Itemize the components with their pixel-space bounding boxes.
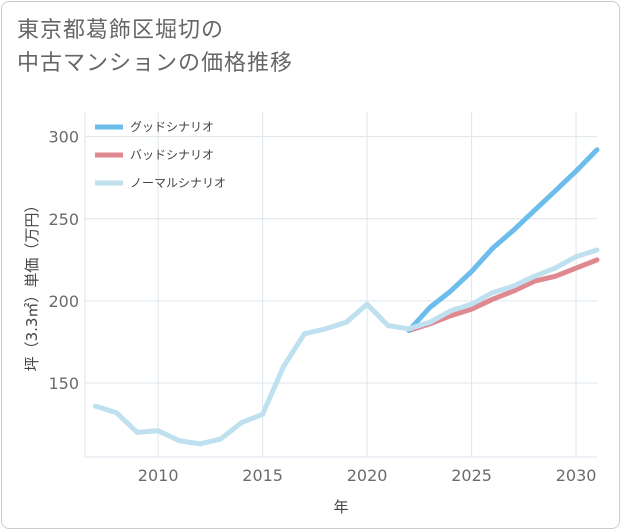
series-line-1	[406, 257, 600, 333]
y-tick-label: 300	[48, 128, 79, 147]
series-lines	[92, 147, 600, 447]
y-tick-label: 150	[48, 374, 79, 393]
x-tick-label: 2020	[347, 466, 388, 485]
series-line-0	[406, 147, 600, 333]
y-tick-label: 200	[48, 292, 79, 311]
legend-label-2: ノーマルシナリオ	[130, 176, 226, 190]
x-tick-label: 2030	[556, 466, 597, 485]
tick-labels: 2010 2015 2020 2025 2030 150 200 250 300	[48, 128, 596, 485]
x-axis-label: 年	[333, 498, 348, 516]
chart-title-line2: 中古マンションの価格推移	[17, 51, 294, 76]
x-tick-label: 2015	[242, 466, 283, 485]
series-line-2	[92, 247, 600, 447]
legend-label-1: バッドシナリオ	[130, 148, 214, 162]
legend-label-0: グッドシナリオ	[130, 120, 214, 134]
y-axis-label: 坪（3.3㎡）単価（万円）	[23, 198, 41, 372]
y-tick-label: 250	[48, 210, 79, 229]
chart-title-line1: 東京都葛飾区堀切の	[17, 18, 225, 43]
x-tick-label: 2025	[451, 466, 492, 485]
x-tick-label: 2010	[138, 466, 179, 485]
chart-title: 東京都葛飾区堀切の 中古マンションの価格推移	[17, 14, 293, 80]
